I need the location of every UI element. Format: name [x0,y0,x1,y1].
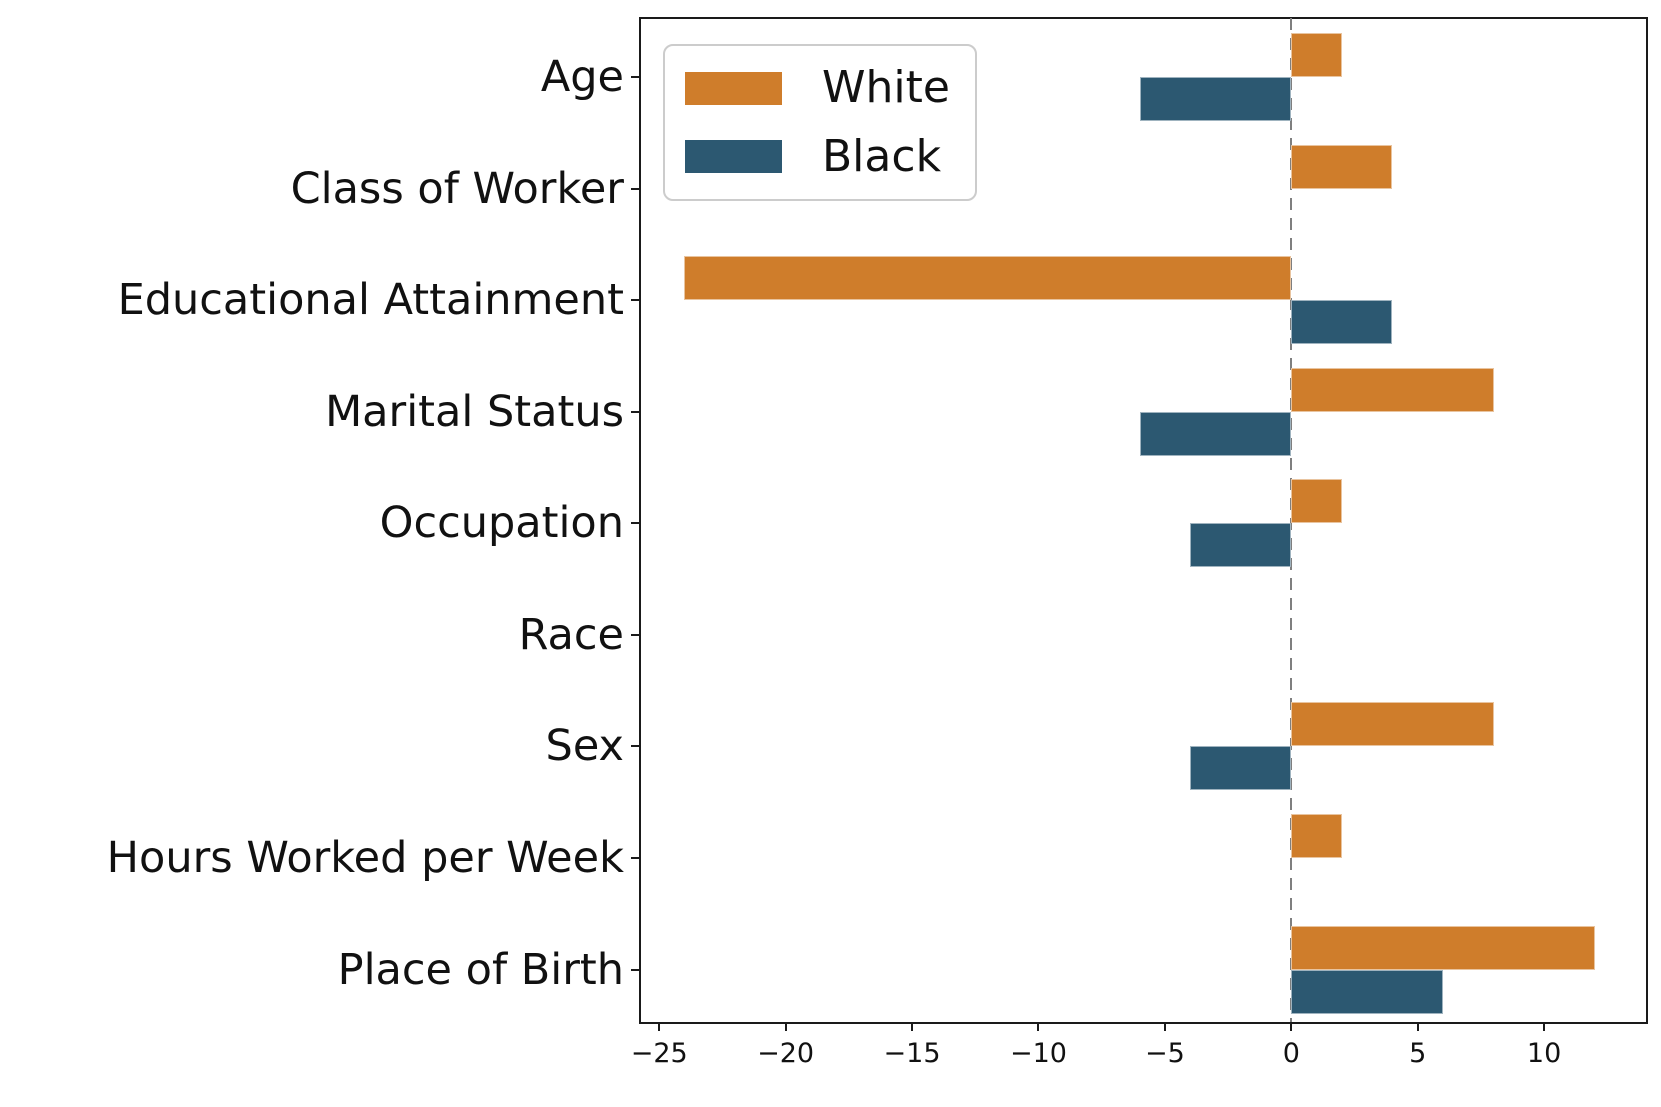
y-tick-label-place-of-birth: Place of Birth [337,944,624,995]
x-tick-0 [1290,1022,1293,1031]
bar-white-place-of-birth [1291,925,1595,970]
bar-black-educational-attainment [1291,300,1393,345]
legend-label-white: White [822,62,950,114]
y-tick-hours-worked-per-week [631,857,640,859]
y-tick-educational-attainment [631,299,640,302]
x-tick--15 [911,1022,914,1031]
y-tick-label-educational-attainment: Educational Attainment [117,275,624,326]
y-tick-place-of-birth [631,968,640,971]
y-tick-label-class-of-worker: Class of Worker [290,163,624,214]
x-tick--25 [658,1022,661,1031]
bar-black-sex [1190,746,1292,791]
y-tick-label-age: Age [540,52,624,103]
y-tick-label-hours-worked-per-week: Hours Worked per Week [106,833,624,883]
x-tick-label-5: 5 [1409,1038,1427,1069]
y-tick-sex [631,745,640,748]
x-tick-10 [1543,1022,1546,1031]
y-tick-occupation [631,522,640,525]
legend-swatch-white-icon [685,71,782,105]
bar-black-marital-status [1139,411,1292,456]
bar-white-educational-attainment [684,256,1292,301]
x-tick-label--20: −20 [757,1038,815,1069]
x-tick--10 [1037,1022,1040,1031]
bar-white-age [1291,33,1342,78]
legend-item-white: White [685,62,955,114]
bar-white-marital-status [1291,367,1494,412]
x-tick-label-10: 10 [1526,1038,1562,1069]
y-tick-age [631,76,640,79]
x-tick-label--5: −5 [1144,1038,1185,1069]
y-tick-class-of-worker [631,187,640,190]
y-tick-label-sex: Sex [545,721,624,772]
x-tick-label--15: −15 [883,1038,941,1069]
bar-black-age [1139,77,1292,122]
x-tick-5 [1416,1022,1419,1031]
y-tick-race [631,633,640,636]
bar-white-class-of-worker [1291,144,1393,189]
x-tick-label--10: −10 [1009,1038,1067,1069]
y-tick-label-race: Race [518,609,624,660]
bar-black-place-of-birth [1291,969,1443,1014]
legend-label-black: Black [822,130,942,182]
bar-white-hours-worked-per-week [1291,814,1342,858]
y-tick-label-marital-status: Marital Status [325,386,624,437]
x-tick--5 [1163,1022,1166,1031]
bar-black-occupation [1190,523,1292,568]
y-tick-marital-status [631,410,640,413]
legend: White Black [663,44,977,201]
x-tick-label-0: 0 [1282,1038,1300,1069]
legend-item-black: Black [685,130,955,182]
bar-white-sex [1291,702,1494,747]
x-tick-label--25: −25 [630,1038,688,1069]
bar-white-occupation [1291,479,1342,524]
legend-swatch-black-icon [685,140,782,174]
x-tick--20 [784,1022,787,1031]
y-tick-label-occupation: Occupation [379,498,624,549]
